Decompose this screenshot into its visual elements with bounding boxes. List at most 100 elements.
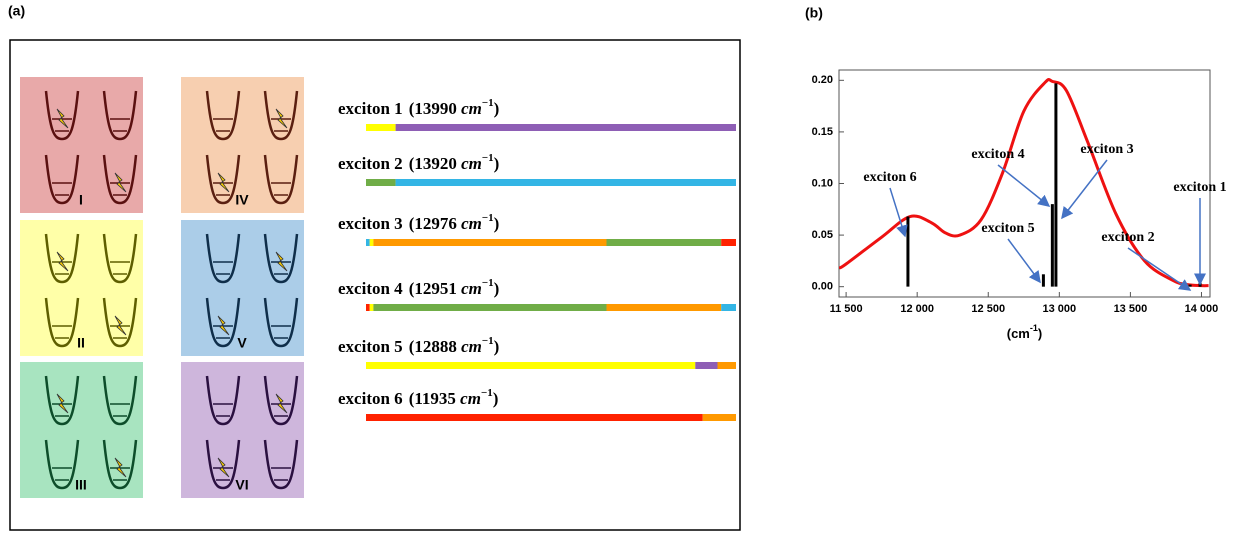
composition-segment xyxy=(366,362,696,369)
energy-unit-exp: −1 xyxy=(482,97,494,109)
potential-well xyxy=(44,233,80,284)
excitation-bolt xyxy=(217,315,230,336)
excitation-bolt xyxy=(217,457,230,478)
excitation-bolt xyxy=(275,251,288,272)
y-tick-label: 0.20 xyxy=(812,74,833,86)
excitation-bolt xyxy=(114,315,127,336)
energy-unit: cm xyxy=(461,337,482,356)
excitation-bolt xyxy=(56,393,69,414)
annotation: exciton 5 xyxy=(981,221,1034,236)
exciton-name: exciton 6 xyxy=(338,389,403,408)
exciton-label: exciton 5 (12888 cm−1) xyxy=(338,335,499,356)
annotation: exciton 2 xyxy=(1101,230,1154,245)
panel-label: (a) xyxy=(8,3,25,19)
exciton-label: exciton 2 (13920 cm−1) xyxy=(338,152,499,173)
potential-well xyxy=(102,154,138,205)
state-box xyxy=(181,220,304,356)
composition-segment xyxy=(366,304,370,311)
potential-well xyxy=(102,90,138,141)
exciton-energy: (13920 xyxy=(409,154,461,173)
state-label: I xyxy=(79,192,83,208)
y-tick-label: 0.10 xyxy=(812,177,833,189)
exciton-label: exciton 3 (12976 cm−1) xyxy=(338,212,499,233)
close-paren: ) xyxy=(494,154,500,173)
exciton-name: exciton 5 xyxy=(338,337,403,356)
potential-well xyxy=(263,90,299,141)
exciton-energy: (12888 xyxy=(409,337,461,356)
panel-frame xyxy=(9,39,741,531)
state-box xyxy=(20,362,143,498)
x-tick-label: 14 000 xyxy=(1185,303,1219,315)
composition-segment xyxy=(395,179,736,186)
energy-unit-exp: −1 xyxy=(481,387,493,399)
exciton-name: exciton 4 xyxy=(338,279,403,298)
potential-well xyxy=(102,439,138,490)
energy-unit-exp: −1 xyxy=(482,212,494,224)
x-label-part: ) xyxy=(1038,326,1042,341)
excitation-bolt xyxy=(114,172,127,193)
annotation-arrow xyxy=(1127,247,1192,291)
exciton-energy: (13990 xyxy=(409,99,461,118)
composition-segment xyxy=(373,239,607,246)
exciton-label: exciton 4 (12951 cm−1) xyxy=(338,277,499,298)
close-paren: ) xyxy=(494,337,500,356)
annotation-arrow xyxy=(997,164,1051,207)
potential-well xyxy=(263,297,299,348)
composition-segment xyxy=(702,414,736,421)
composition-segment xyxy=(606,304,722,311)
excitation-bolt xyxy=(217,172,230,193)
x-tick-label: 11 500 xyxy=(830,303,863,315)
potential-well xyxy=(44,154,80,205)
annotation-arrow xyxy=(1061,159,1108,220)
annotation: exciton 6 xyxy=(863,170,916,185)
exciton-energy: (11935 xyxy=(409,389,460,408)
energy-unit: cm xyxy=(461,154,482,173)
state-label: VI xyxy=(235,477,248,493)
y-tick-label: 0.15 xyxy=(812,126,833,138)
x-axis-label: (cm-1) xyxy=(1007,323,1042,341)
potential-well xyxy=(205,439,241,490)
state-box xyxy=(20,220,143,356)
y-tick-label: 0.00 xyxy=(812,281,833,293)
potential-well xyxy=(263,375,299,426)
exciton-name: exciton 1 xyxy=(338,99,403,118)
composition-segment xyxy=(721,304,736,311)
excitation-bolt xyxy=(56,251,69,272)
close-paren: ) xyxy=(494,279,500,298)
x-tick-label: 13 000 xyxy=(1042,303,1076,315)
energy-unit-exp: −1 xyxy=(482,335,494,347)
potential-well xyxy=(263,233,299,284)
state-box xyxy=(181,362,304,498)
exciton-name: exciton 3 xyxy=(338,214,403,233)
spectrum-line xyxy=(839,77,1209,288)
composition-segment xyxy=(373,304,607,311)
state-label: III xyxy=(75,477,87,493)
annotation: exciton 1 xyxy=(1173,180,1226,195)
exciton-label: exciton 1 (13990 cm−1) xyxy=(338,97,499,118)
composition-segment xyxy=(366,414,703,421)
exciton-label: exciton 6 (11935 cm−1) xyxy=(338,387,498,408)
composition-segment xyxy=(369,304,374,311)
composition-segment xyxy=(366,179,396,186)
potential-well xyxy=(263,154,299,205)
x-label-part: -1 xyxy=(1030,323,1038,333)
excitation-bolt xyxy=(114,457,127,478)
y-tick-label: 0.05 xyxy=(812,229,833,241)
potential-well xyxy=(44,297,80,348)
state-box xyxy=(20,77,143,213)
potential-well xyxy=(205,233,241,284)
potential-well xyxy=(102,297,138,348)
potential-well xyxy=(44,375,80,426)
composition-segment xyxy=(366,239,370,246)
composition-segment xyxy=(717,362,736,369)
potential-well xyxy=(263,439,299,490)
annotation-arrow xyxy=(1007,238,1041,284)
annotation-arrow xyxy=(889,187,908,238)
exciton-name: exciton 2 xyxy=(338,154,403,173)
annotation: exciton 4 xyxy=(971,147,1024,162)
energy-unit: cm xyxy=(461,214,482,233)
energy-unit-exp: −1 xyxy=(482,152,494,164)
composition-segment xyxy=(395,124,736,131)
close-paren: ) xyxy=(494,214,500,233)
x-label-part: (cm xyxy=(1007,326,1030,341)
